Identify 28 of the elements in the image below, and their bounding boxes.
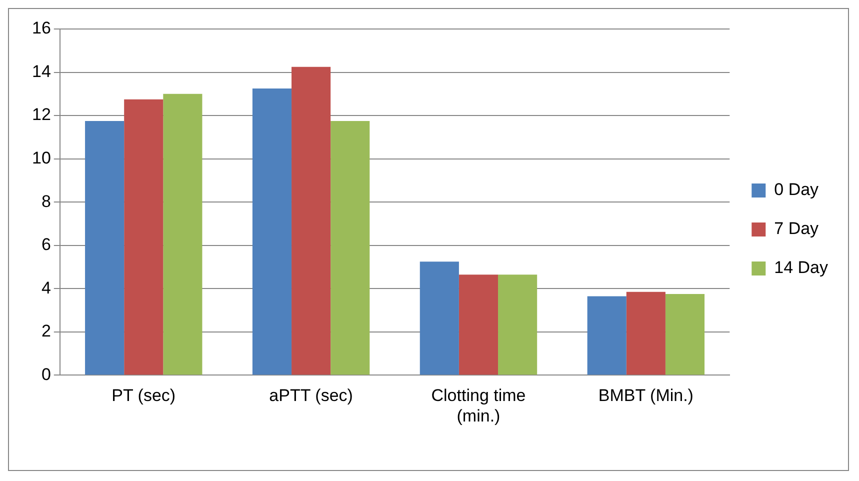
y-tick-label: 6 (41, 235, 51, 254)
y-tick-label: 0 (41, 364, 51, 384)
bar (587, 296, 626, 375)
y-tick-label: 10 (32, 148, 51, 168)
bar (292, 66, 331, 375)
bar (124, 99, 164, 375)
bar (458, 274, 498, 375)
x-tick-label: PT (sec) (112, 386, 176, 406)
y-tick-label: 8 (41, 192, 51, 211)
bar (330, 120, 370, 375)
x-tick-label: aPTT (sec) (269, 386, 353, 406)
bar (665, 294, 705, 375)
bar (163, 94, 202, 375)
y-tick-label: 2 (41, 322, 51, 341)
bar (252, 88, 292, 375)
legend-label: 0 Day (774, 180, 820, 200)
y-tick-label: 4 (41, 278, 51, 298)
x-tick-label: BMBT (Min.) (598, 386, 694, 406)
y-tick-label: 12 (32, 105, 51, 124)
x-tick-label: Clotting time (min.) (431, 386, 526, 426)
bar (85, 120, 124, 375)
y-tick-label: 16 (32, 18, 51, 38)
bar (420, 262, 459, 375)
legend-label: 14 Day (774, 258, 828, 278)
bar (626, 292, 666, 375)
y-tick-label: 14 (32, 62, 51, 81)
bar (498, 274, 538, 375)
legend-label: 7 Day (774, 219, 820, 238)
